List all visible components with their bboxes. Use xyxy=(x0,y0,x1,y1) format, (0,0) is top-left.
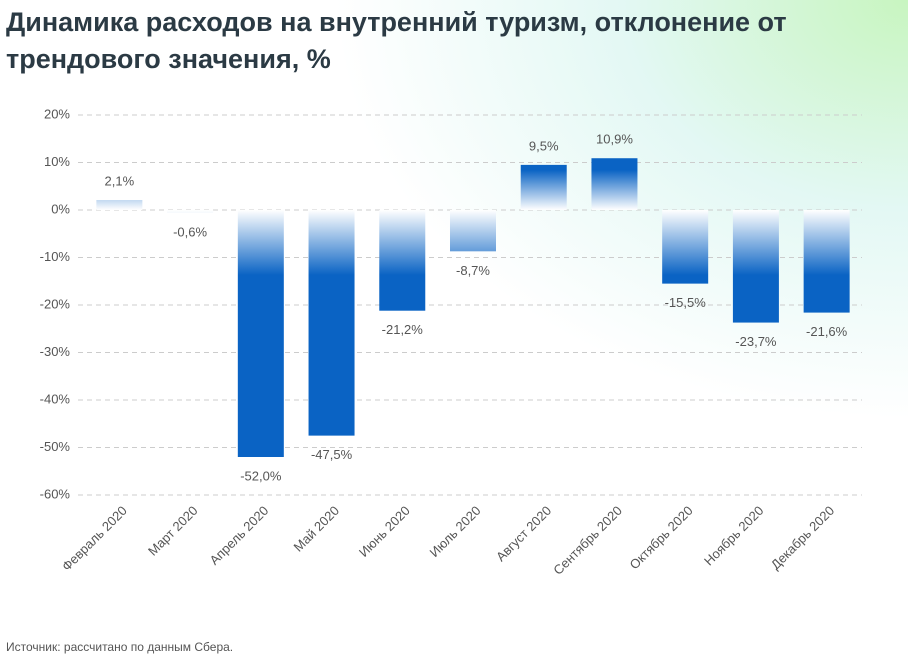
y-tick-label: 10% xyxy=(44,154,70,169)
bar xyxy=(732,210,779,323)
y-tick-label: -50% xyxy=(40,439,71,454)
bar xyxy=(237,210,284,457)
value-label: 9,5% xyxy=(529,138,559,153)
source-note: Источник: рассчитано по данным Сбера. xyxy=(6,640,234,654)
value-label: -21,6% xyxy=(806,324,848,339)
value-label: -23,7% xyxy=(735,334,777,349)
value-label: -47,5% xyxy=(311,447,353,462)
y-tick-label: 0% xyxy=(51,201,70,216)
bar xyxy=(450,210,496,252)
bar xyxy=(379,210,426,311)
value-label: -8,7% xyxy=(456,263,490,278)
value-label: -21,2% xyxy=(382,322,424,337)
y-tick-label: -20% xyxy=(40,296,71,311)
bar xyxy=(308,210,355,436)
chart-title: Динамика расходов на внутренний туризм, … xyxy=(6,7,787,74)
bar xyxy=(167,210,214,213)
value-label: -52,0% xyxy=(240,468,282,483)
bar xyxy=(96,200,143,210)
bar xyxy=(591,158,638,210)
y-tick-label: -30% xyxy=(40,344,71,359)
value-label: -15,5% xyxy=(665,295,707,310)
y-tick-label: -60% xyxy=(40,486,71,501)
bar xyxy=(803,210,850,313)
value-label: -0,6% xyxy=(173,224,207,239)
value-label: 2,1% xyxy=(105,173,135,188)
y-tick-label: -10% xyxy=(40,249,71,264)
y-tick-label: -40% xyxy=(40,391,71,406)
bar xyxy=(662,210,709,284)
value-label: 10,9% xyxy=(596,132,633,147)
y-tick-label: 20% xyxy=(44,106,70,121)
bar xyxy=(520,164,567,210)
